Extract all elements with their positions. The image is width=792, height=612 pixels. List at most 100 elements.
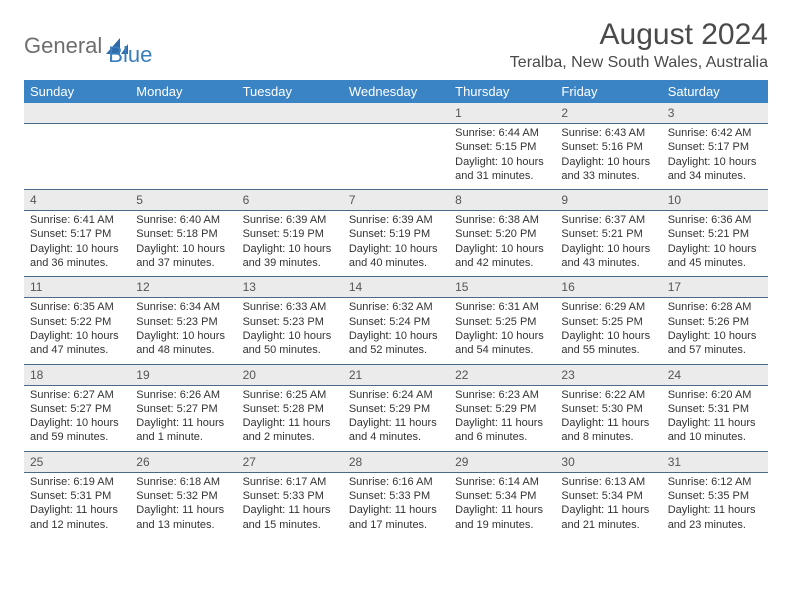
day-number: 24: [662, 365, 768, 385]
day-number-cell: 10: [662, 190, 768, 211]
sunrise-text: Sunrise: 6:42 AM: [668, 126, 762, 140]
day-body-cell: Sunrise: 6:25 AMSunset: 5:28 PMDaylight:…: [237, 385, 343, 451]
day-number-cell: 6: [237, 190, 343, 211]
day-number-cell: 31: [662, 451, 768, 472]
sunset-text: Sunset: 5:31 PM: [30, 489, 124, 503]
logo-text-general: General: [24, 33, 102, 59]
day-number: 28: [343, 452, 449, 472]
sunrise-text: Sunrise: 6:31 AM: [455, 300, 549, 314]
day-number: 12: [130, 277, 236, 297]
day-number-cell: 21: [343, 364, 449, 385]
day-number-cell: 19: [130, 364, 236, 385]
day-number: 8: [449, 190, 555, 210]
sunset-text: Sunset: 5:17 PM: [668, 140, 762, 154]
day-body-cell: Sunrise: 6:17 AMSunset: 5:33 PMDaylight:…: [237, 472, 343, 538]
sunset-text: Sunset: 5:19 PM: [243, 227, 337, 241]
sunrise-text: Sunrise: 6:32 AM: [349, 300, 443, 314]
sunset-text: Sunset: 5:30 PM: [561, 402, 655, 416]
day-body-cell: Sunrise: 6:26 AMSunset: 5:27 PMDaylight:…: [130, 385, 236, 451]
day-number-cell: 12: [130, 277, 236, 298]
daylight-text: Daylight: 11 hours and 8 minutes.: [561, 416, 655, 445]
day-body-cell: Sunrise: 6:22 AMSunset: 5:30 PMDaylight:…: [555, 385, 661, 451]
day-number: 10: [662, 190, 768, 210]
daylight-text: Daylight: 11 hours and 12 minutes.: [30, 503, 124, 532]
sunset-text: Sunset: 5:23 PM: [243, 315, 337, 329]
logo-text-blue: Blue: [108, 24, 152, 68]
daylight-text: Daylight: 10 hours and 31 minutes.: [455, 155, 549, 184]
sunrise-text: Sunrise: 6:33 AM: [243, 300, 337, 314]
day-number-cell: 8: [449, 190, 555, 211]
day-number: 22: [449, 365, 555, 385]
day-number: 6: [237, 190, 343, 210]
day-body-cell: Sunrise: 6:29 AMSunset: 5:25 PMDaylight:…: [555, 298, 661, 364]
daylight-text: Daylight: 10 hours and 59 minutes.: [30, 416, 124, 445]
sunrise-text: Sunrise: 6:26 AM: [136, 388, 230, 402]
day-number: 7: [343, 190, 449, 210]
daylight-text: Daylight: 11 hours and 2 minutes.: [243, 416, 337, 445]
day-body-cell: [343, 124, 449, 190]
sunrise-text: Sunrise: 6:29 AM: [561, 300, 655, 314]
day-number-cell: 23: [555, 364, 661, 385]
sunset-text: Sunset: 5:20 PM: [455, 227, 549, 241]
sunrise-text: Sunrise: 6:23 AM: [455, 388, 549, 402]
daylight-text: Daylight: 10 hours and 57 minutes.: [668, 329, 762, 358]
sunset-text: Sunset: 5:24 PM: [349, 315, 443, 329]
day-body-cell: Sunrise: 6:40 AMSunset: 5:18 PMDaylight:…: [130, 211, 236, 277]
day-header: Saturday: [662, 80, 768, 103]
day-number: 5: [130, 190, 236, 210]
day-number-cell: 18: [24, 364, 130, 385]
sunset-text: Sunset: 5:29 PM: [349, 402, 443, 416]
sunrise-text: Sunrise: 6:43 AM: [561, 126, 655, 140]
day-number-cell: 27: [237, 451, 343, 472]
daylight-text: Daylight: 11 hours and 1 minute.: [136, 416, 230, 445]
day-number: 14: [343, 277, 449, 297]
day-number-cell: [130, 103, 236, 124]
daylight-text: Daylight: 11 hours and 13 minutes.: [136, 503, 230, 532]
sunset-text: Sunset: 5:16 PM: [561, 140, 655, 154]
day-number-cell: 29: [449, 451, 555, 472]
day-number-cell: [343, 103, 449, 124]
sunset-text: Sunset: 5:26 PM: [668, 315, 762, 329]
day-number-cell: 25: [24, 451, 130, 472]
sunrise-text: Sunrise: 6:17 AM: [243, 475, 337, 489]
sunrise-text: Sunrise: 6:27 AM: [30, 388, 124, 402]
day-body-cell: Sunrise: 6:14 AMSunset: 5:34 PMDaylight:…: [449, 472, 555, 538]
day-body-cell: Sunrise: 6:39 AMSunset: 5:19 PMDaylight:…: [343, 211, 449, 277]
daylight-text: Daylight: 11 hours and 6 minutes.: [455, 416, 549, 445]
day-header: Friday: [555, 80, 661, 103]
day-number-cell: 14: [343, 277, 449, 298]
day-body-cell: Sunrise: 6:35 AMSunset: 5:22 PMDaylight:…: [24, 298, 130, 364]
day-number-cell: 7: [343, 190, 449, 211]
day-number: 25: [24, 452, 130, 472]
day-body-cell: Sunrise: 6:16 AMSunset: 5:33 PMDaylight:…: [343, 472, 449, 538]
daylight-text: Daylight: 10 hours and 55 minutes.: [561, 329, 655, 358]
daylight-text: Daylight: 10 hours and 39 minutes.: [243, 242, 337, 271]
sunrise-text: Sunrise: 6:39 AM: [243, 213, 337, 227]
day-body-cell: [237, 124, 343, 190]
day-body-cell: Sunrise: 6:13 AMSunset: 5:34 PMDaylight:…: [555, 472, 661, 538]
sunset-text: Sunset: 5:21 PM: [668, 227, 762, 241]
day-body-cell: Sunrise: 6:23 AMSunset: 5:29 PMDaylight:…: [449, 385, 555, 451]
day-header-row: SundayMondayTuesdayWednesdayThursdayFrid…: [24, 80, 768, 103]
day-number-cell: 22: [449, 364, 555, 385]
sunrise-text: Sunrise: 6:22 AM: [561, 388, 655, 402]
day-body-cell: [130, 124, 236, 190]
day-number: 13: [237, 277, 343, 297]
day-number-cell: 3: [662, 103, 768, 124]
day-number: 16: [555, 277, 661, 297]
day-body-cell: Sunrise: 6:42 AMSunset: 5:17 PMDaylight:…: [662, 124, 768, 190]
day-number: 17: [662, 277, 768, 297]
day-number-cell: 16: [555, 277, 661, 298]
sunrise-text: Sunrise: 6:25 AM: [243, 388, 337, 402]
location: Teralba, New South Wales, Australia: [510, 54, 768, 72]
day-number: 19: [130, 365, 236, 385]
day-body-cell: Sunrise: 6:20 AMSunset: 5:31 PMDaylight:…: [662, 385, 768, 451]
day-number: 15: [449, 277, 555, 297]
day-body-cell: Sunrise: 6:31 AMSunset: 5:25 PMDaylight:…: [449, 298, 555, 364]
sunrise-text: Sunrise: 6:16 AM: [349, 475, 443, 489]
day-header: Wednesday: [343, 80, 449, 103]
day-number: 23: [555, 365, 661, 385]
logo: General Blue: [24, 18, 152, 68]
day-body-cell: Sunrise: 6:38 AMSunset: 5:20 PMDaylight:…: [449, 211, 555, 277]
day-number: 20: [237, 365, 343, 385]
